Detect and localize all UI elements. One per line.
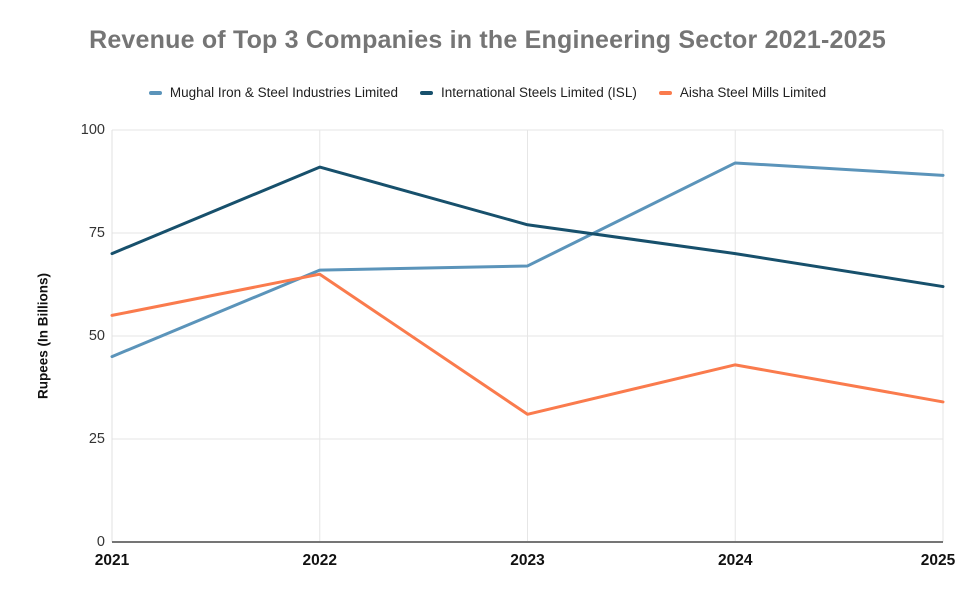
x-tick-2025: 2025	[920, 552, 956, 569]
y-axis-title: Rupees (In Billions)	[35, 272, 51, 400]
series-line-0	[110, 161, 945, 359]
legend-item-aisha: Aisha Steel Mills Limited	[658, 85, 827, 100]
legend-label-aisha: Aisha Steel Mills Limited	[679, 85, 827, 100]
y-tick-25: 25	[88, 431, 105, 447]
x-tick-2021: 2021	[94, 552, 130, 569]
legend-label-mughal: Mughal Iron & Steel Industries Limited	[169, 85, 398, 100]
chart-legend: Mughal Iron & Steel Industries Limited I…	[0, 85, 975, 100]
y-tick-50: 50	[88, 328, 105, 344]
legend-label-isl: International Steels Limited (ISL)	[440, 85, 637, 100]
y-tick-75: 75	[88, 225, 105, 241]
legend-item-isl: International Steels Limited (ISL)	[419, 85, 637, 100]
legend-line-marker-isl	[419, 90, 433, 95]
chart-title: Revenue of Top 3 Companies in the Engine…	[89, 26, 886, 54]
x-tick-2024: 2024	[718, 552, 753, 569]
y-tick-0: 0	[96, 534, 105, 550]
x-tick-2023: 2023	[510, 552, 545, 569]
series-line-1	[110, 165, 945, 289]
y-tick-100: 100	[80, 122, 105, 138]
x-tick-2022: 2022	[302, 552, 337, 569]
legend-line-marker-mughal	[148, 90, 162, 95]
series-line-2	[110, 272, 945, 416]
legend-line-marker-aisha	[658, 90, 672, 95]
legend-item-mughal: Mughal Iron & Steel Industries Limited	[148, 85, 398, 100]
